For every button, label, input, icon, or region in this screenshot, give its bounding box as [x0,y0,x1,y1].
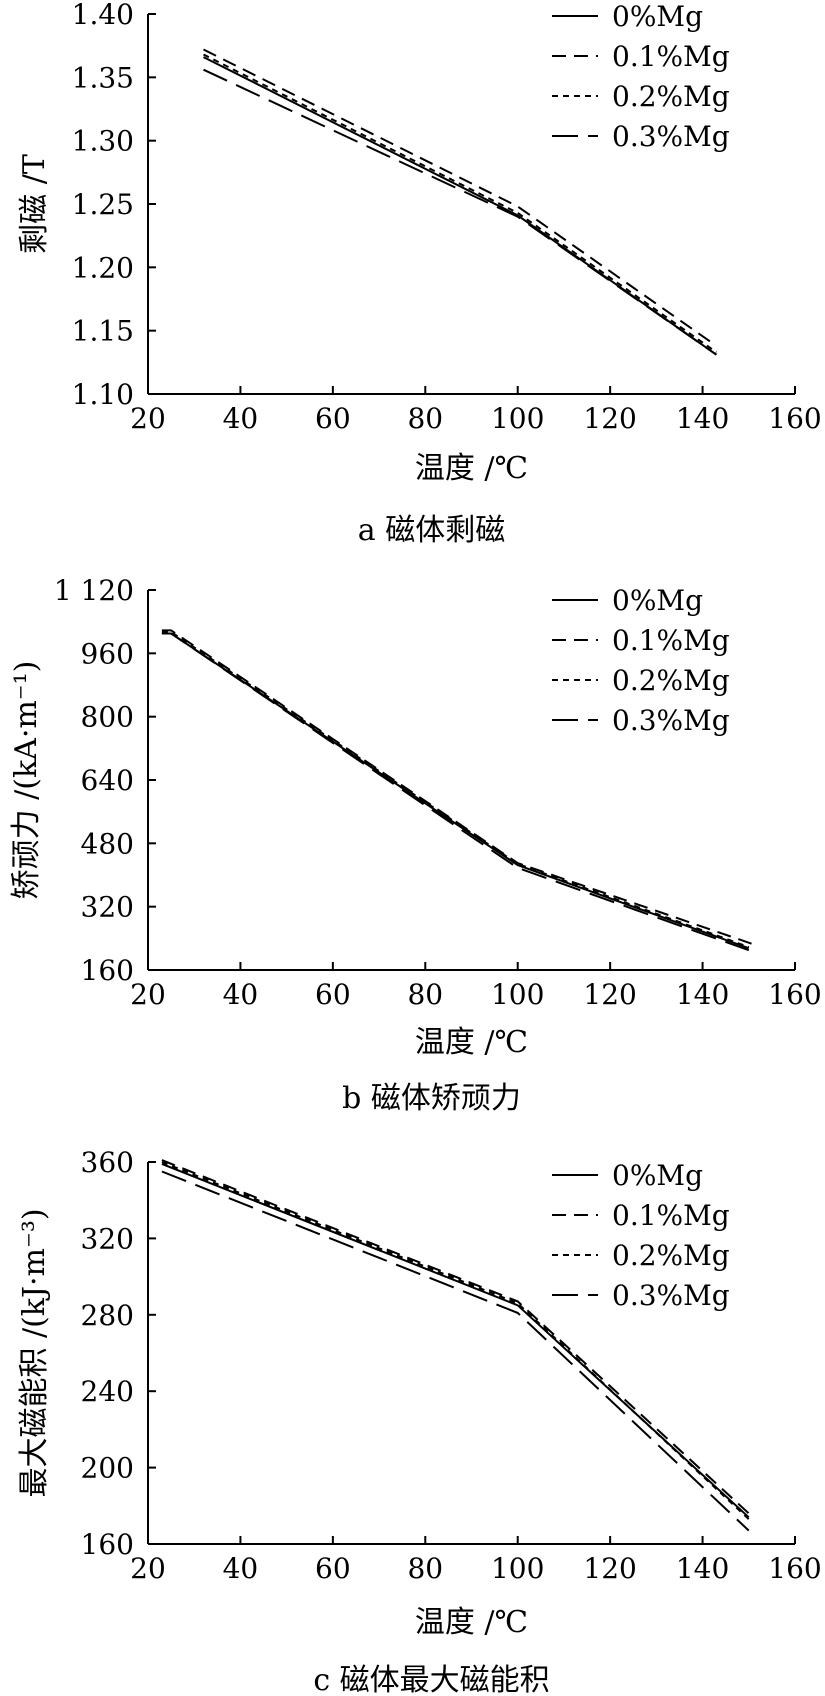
chart-c-y-tick-label: 320 [81,1222,134,1255]
chart-b-y-tick-label: 480 [81,827,134,860]
chart-c-x-tick-label: 40 [223,1552,259,1585]
chart-b-series-1-line [161,629,754,946]
chart-a-legend-label: 0.3%Mg [612,120,730,153]
chart-c-legend-label: 0%Mg [612,1159,703,1192]
chart-b-y-tick-label: 160 [81,954,134,987]
chart-b-y-axis-label: 矫顽力 /(kA·m⁻¹) [9,661,44,900]
chart-b-legend-label: 0.1%Mg [612,624,730,657]
chart-b-x-tick-label: 40 [223,978,259,1011]
chart-b: 20 40 60 80 100 120 140 160 160 320 480 640 800 960 1 … [9,574,822,1116]
chart-c-y-tick-label: 200 [81,1452,134,1485]
chart-b-x-axis-label: 温度 /℃ [415,1025,528,1060]
chart-c: 20 40 60 80 100 120 140 160 160 200 240 280 320 360 温度… [17,1146,822,1696]
chart-c-y-tick-label: 240 [81,1375,134,1408]
chart-b-y-tick-label: 800 [81,701,134,734]
chart-a-series-1-line [203,48,717,347]
chart-a-series-3-line [203,68,717,356]
chart-b-x-tick-label: 20 [130,978,166,1011]
chart-c-x-tick-label: 100 [491,1552,544,1585]
chart-c-y-tick-label: 160 [81,1528,134,1561]
chart-b-legend-label: 0.2%Mg [612,664,730,697]
chart-b-x-tick-label: 140 [676,978,729,1011]
chart-c-y-axis-label: 最大磁能积 /(kJ·m⁻³) [17,1208,52,1497]
chart-c-legend-label: 0.1%Mg [612,1199,730,1232]
chart-a-x-tick-label: 160 [768,402,821,435]
chart-c-x-tick-label: 160 [768,1552,821,1585]
chart-c-x-tick-label: 140 [676,1552,729,1585]
chart-b-y-tick-label: 960 [81,637,134,670]
chart-a-y-tick-label: 1.20 [72,251,134,284]
chart-a-y-tick-label: 1.15 [72,315,134,348]
chart-b-legend-label: 0.3%Mg [612,704,730,737]
chart-c-series-0-line [161,1162,750,1519]
chart-c-x-axis-label: 温度 /℃ [415,1605,528,1640]
chart-a-y-axis-label: 剩磁 /T [17,154,52,254]
chart-a-y-tick-label: 1.40 [72,0,134,31]
chart-a-legend-label: 0.2%Mg [612,80,730,113]
chart-a-x-axis-label: 温度 /℃ [415,451,528,486]
chart-a-legend-label: 0%Mg [612,0,703,33]
chart-a-x-tick-label: 60 [315,402,351,435]
chart-b-series-3-line [161,632,750,952]
chart-b-y-tick-label: 640 [81,764,134,797]
chart-b-legend-label: 0%Mg [612,584,703,617]
chart-a-y-tick-label: 1.25 [72,188,134,221]
chart-a: 20 40 60 80 100 120 140 160 1.10 1.15 1.20 1.25 1.30… [17,0,822,548]
chart-b-caption: b 磁体矫顽力 [342,1081,521,1116]
chart-c-legend-label: 0.3%Mg [612,1279,730,1312]
chart-b-series-2-line [161,631,750,948]
chart-b-y-tick-label: 320 [81,891,134,924]
chart-c-x-tick-label: 20 [130,1552,166,1585]
chart-a-x-tick-label: 120 [583,402,636,435]
chart-b-x-tick-label: 60 [315,978,351,1011]
chart-b-x-tick-label: 100 [491,978,544,1011]
chart-c-legend-label: 0.2%Mg [612,1239,730,1272]
chart-c-series-3-line [161,1170,750,1532]
chart-a-x-tick-label: 80 [407,402,443,435]
chart-b-x-tick-label: 80 [407,978,443,1011]
chart-b-x-tick-label: 160 [768,978,821,1011]
chart-a-caption: a 磁体剩磁 [358,513,505,548]
chart-a-legend-label: 0.1%Mg [612,40,730,73]
chart-c-caption: c 磁体最大磁能积 [313,1663,549,1696]
chart-c-y-tick-label: 280 [81,1299,134,1332]
chart-a-y-tick-label: 1.35 [72,61,134,94]
chart-b-y-tick-label: 1 120 [54,574,134,607]
chart-a-x-tick-label: 20 [130,402,166,435]
chart-a-x-tick-label: 140 [676,402,729,435]
chart-c-x-tick-label: 80 [407,1552,443,1585]
chart-a-y-tick-label: 1.10 [72,378,134,411]
chart-c-x-tick-label: 60 [315,1552,351,1585]
chart-c-y-tick-label: 360 [81,1146,134,1179]
chart-b-x-tick-label: 120 [583,978,636,1011]
chart-a-y-tick-label: 1.30 [72,125,134,158]
chart-c-series-1-line [161,1159,750,1515]
chart-a-x-tick-label: 100 [491,402,544,435]
chart-c-x-tick-label: 120 [583,1552,636,1585]
chart-a-x-tick-label: 40 [223,402,259,435]
